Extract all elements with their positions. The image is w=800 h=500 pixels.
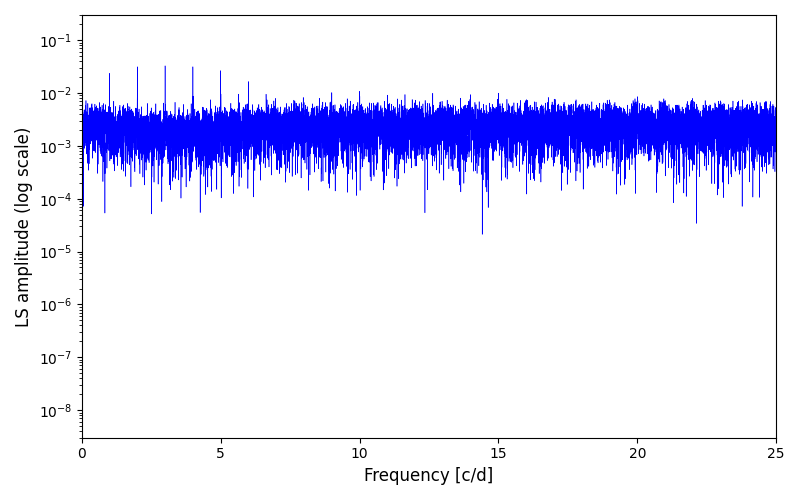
Y-axis label: LS amplitude (log scale): LS amplitude (log scale) bbox=[15, 126, 33, 326]
X-axis label: Frequency [c/d]: Frequency [c/d] bbox=[364, 467, 494, 485]
